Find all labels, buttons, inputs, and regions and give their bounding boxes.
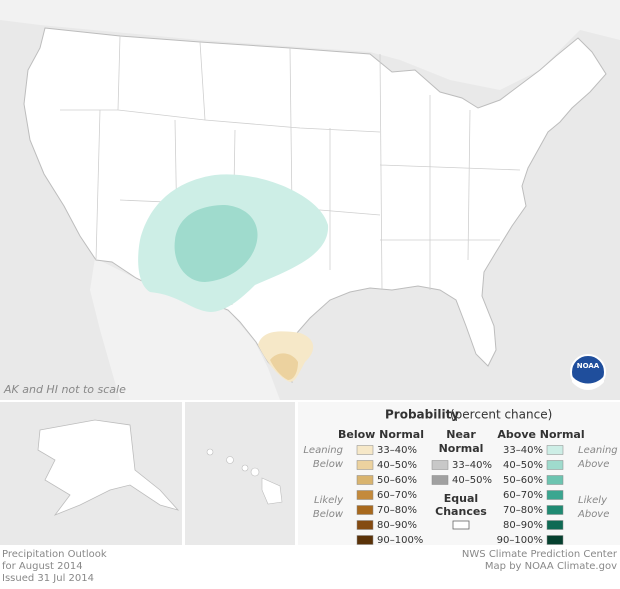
- above-range-label: 40–50%: [503, 460, 543, 471]
- above-swatch: [546, 535, 564, 545]
- below-range-label: 33–40%: [377, 445, 417, 456]
- above-swatch: [546, 475, 564, 485]
- below-range-label: 40–50%: [377, 460, 417, 471]
- below-heading: Below Normal: [338, 428, 424, 441]
- above-range-label: 50–60%: [503, 475, 543, 486]
- above-swatch: [546, 460, 564, 470]
- footer-right: Map by NOAA Climate.gov: [485, 561, 617, 572]
- above-swatch: [546, 505, 564, 515]
- above-range-label: 70–80%: [503, 505, 543, 516]
- likely-below: Below: [313, 509, 344, 520]
- equal-chances: Equal: [444, 492, 478, 505]
- logo-text: NOAA: [577, 362, 600, 370]
- leaning-below: Leaning: [303, 445, 343, 456]
- mexico: [90, 258, 280, 400]
- footer-right: NWS Climate Prediction Center: [462, 549, 618, 560]
- alaska: [37, 419, 180, 516]
- likely-above: Above: [577, 509, 609, 520]
- near-swatch: [431, 460, 449, 470]
- canada: [0, 0, 620, 90]
- below-range-label: 60–70%: [377, 490, 417, 501]
- footer-left: Precipitation Outlook: [2, 549, 107, 560]
- likely-above: Likely: [578, 495, 608, 506]
- below-swatch: [356, 520, 374, 530]
- above-swatch: [546, 490, 564, 500]
- below-swatch: [356, 505, 374, 515]
- above-range-label: 80–90%: [503, 520, 543, 531]
- near-heading: Near: [446, 428, 476, 441]
- below-swatch: [356, 460, 374, 470]
- above-normal-region-40-50: [174, 205, 258, 282]
- hawaii: [206, 448, 283, 505]
- footer-left: for August 2014: [2, 561, 83, 572]
- below-range-label: 80–90%: [377, 520, 417, 531]
- near-swatch: [431, 475, 449, 485]
- below-swatch: [356, 490, 374, 500]
- noaa-logo-wave: [572, 376, 604, 390]
- above-heading: Above Normal: [497, 428, 584, 441]
- likely-below: Likely: [314, 495, 344, 506]
- below-range-label: 50–60%: [377, 475, 417, 486]
- below-normal-region-40-50: [270, 353, 298, 380]
- leaning-above: Above: [577, 459, 609, 470]
- below-range-label: 90–100%: [377, 535, 423, 546]
- equal-chances-swatch: [452, 520, 470, 530]
- near-range-label: 33–40%: [452, 460, 492, 471]
- hawaii-inset: [185, 402, 295, 545]
- above-range-label: 90–100%: [497, 535, 543, 546]
- above-range-label: 33–40%: [503, 445, 543, 456]
- below-swatch: [356, 475, 374, 485]
- leaning-above: Leaning: [578, 445, 618, 456]
- legend-title: Probability: [385, 408, 459, 422]
- above-swatch: [546, 520, 564, 530]
- near-heading: Normal: [439, 442, 484, 455]
- leaning-below: Below: [313, 459, 344, 470]
- below-swatch: [356, 535, 374, 545]
- above-swatch: [546, 445, 564, 455]
- near-range-label: 40–50%: [452, 475, 492, 486]
- scale-note: AK and HI not to scale: [3, 383, 126, 396]
- legend-subtitle: (percent chance): [450, 408, 552, 422]
- above-range-label: 60–70%: [503, 490, 543, 501]
- below-range-label: 70–80%: [377, 505, 417, 516]
- below-swatch: [356, 445, 374, 455]
- footer-left: Issued 31 Jul 2014: [2, 573, 94, 584]
- equal-chances: Chances: [435, 505, 487, 518]
